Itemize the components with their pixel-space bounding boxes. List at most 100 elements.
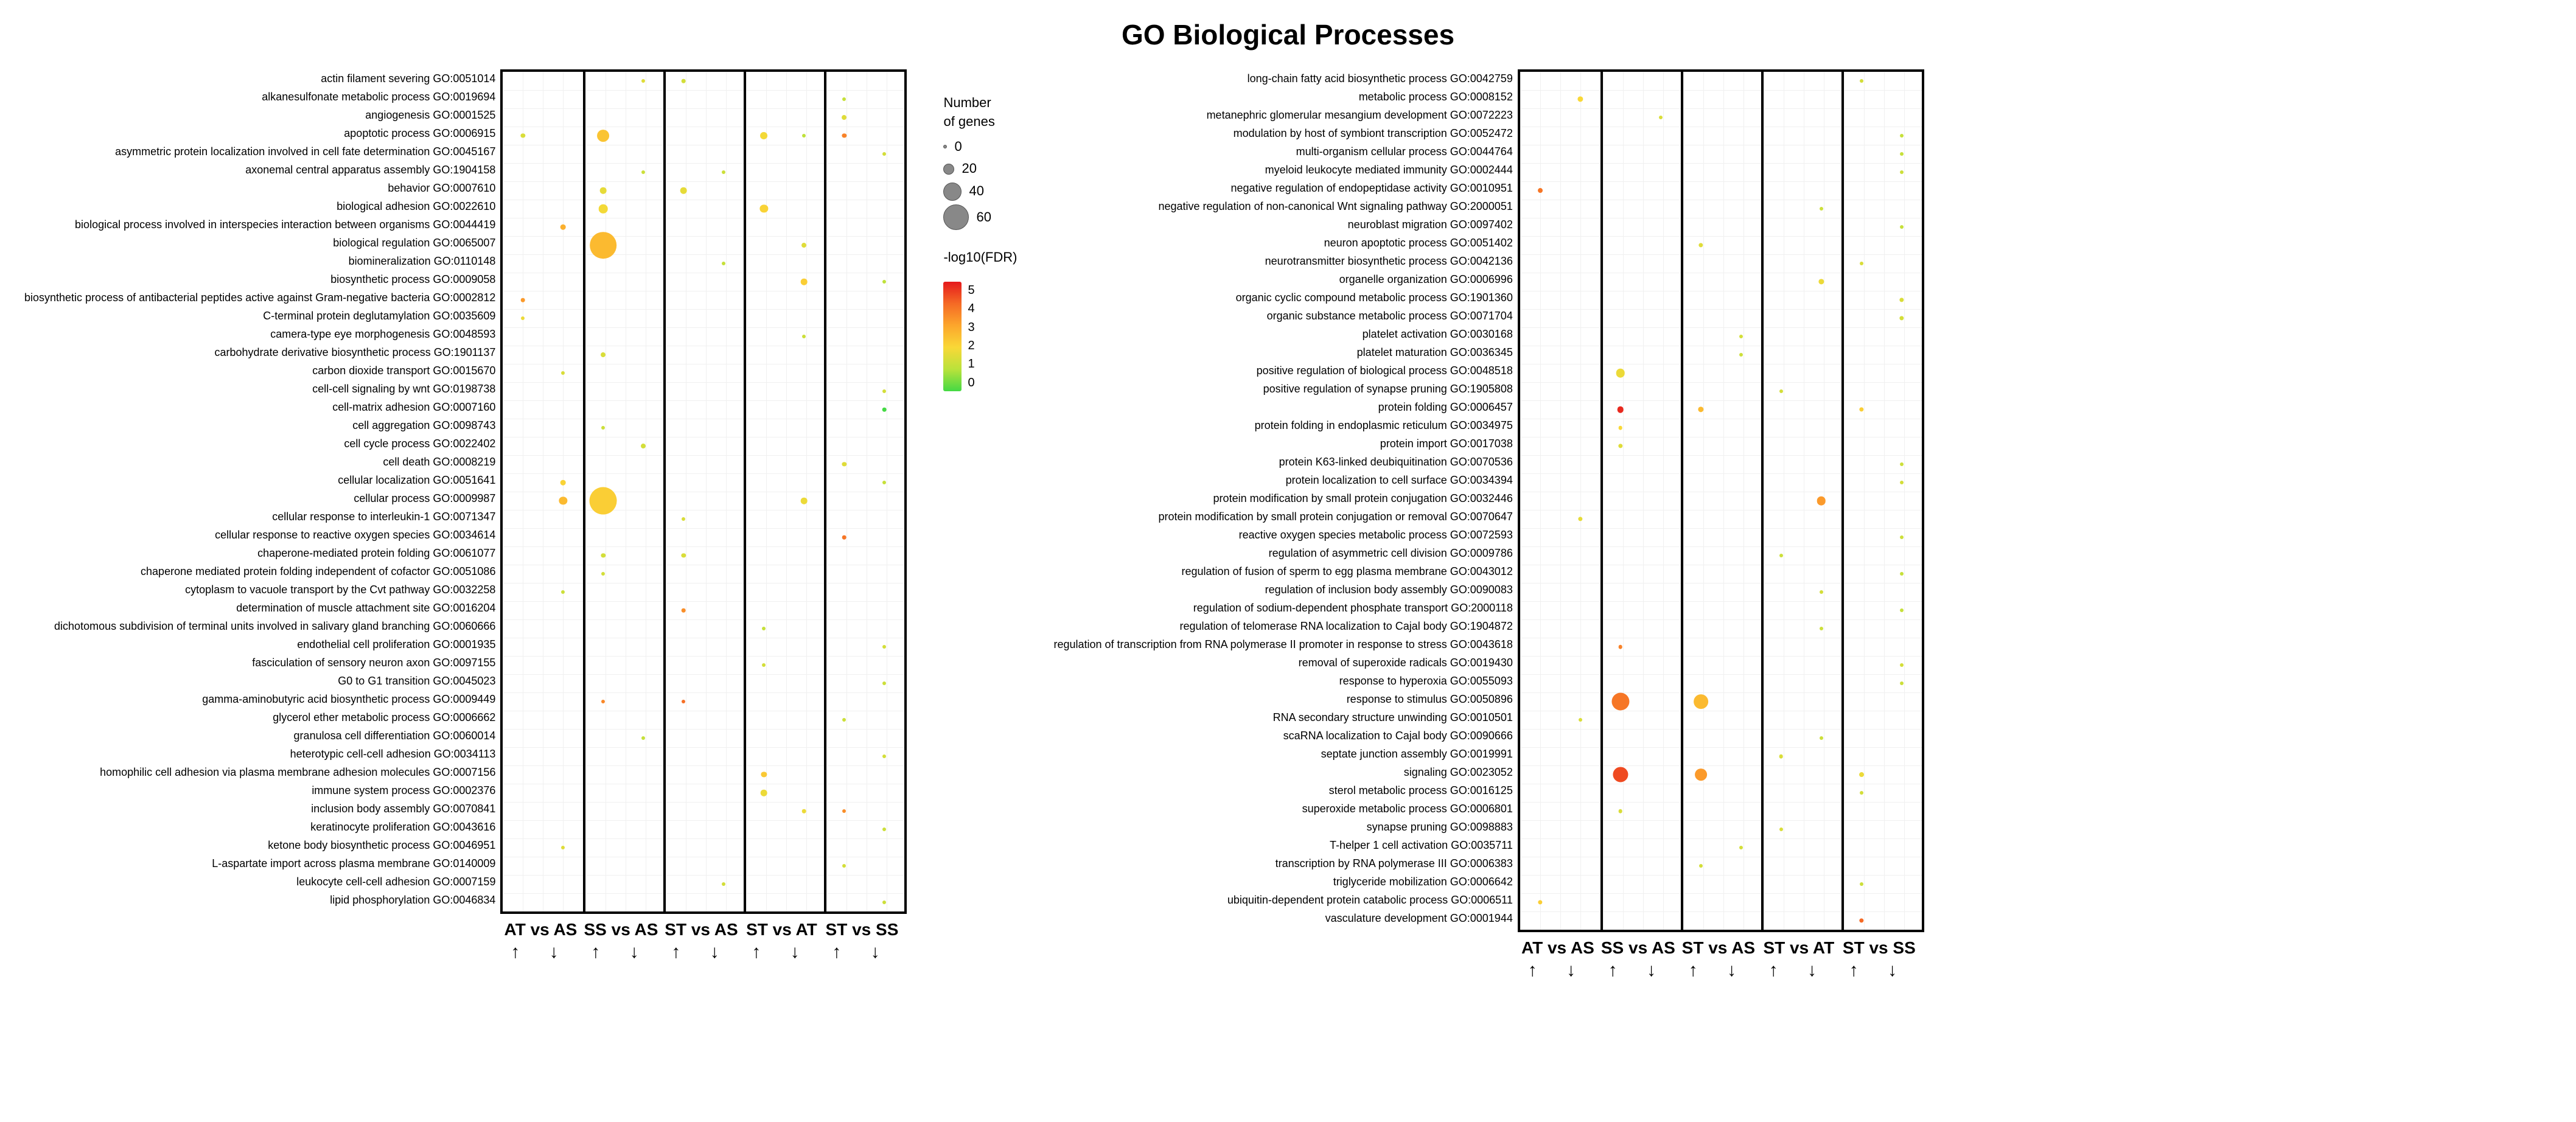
comparison-label: SS vs AS — [1598, 938, 1678, 958]
go-term-label: protein localization to cell surface GO:… — [1286, 471, 1513, 489]
go-term-label: T-helper 1 cell activation GO:0035711 — [1330, 836, 1513, 854]
go-term-label: neurotransmitter biosynthetic process GO… — [1265, 252, 1513, 270]
dot — [601, 352, 606, 357]
size-legend-item: 20 — [943, 159, 1017, 178]
dot — [1611, 692, 1629, 710]
dot — [521, 316, 525, 320]
go-term-label: asymmetric protein localization involved… — [115, 142, 495, 161]
dot — [641, 79, 645, 83]
go-term-label: synapse pruning GO:0098883 — [1367, 818, 1513, 836]
comparison-label: ST vs AS — [1678, 938, 1759, 958]
dot — [801, 243, 806, 248]
go-term-label: regulation of asymmetric cell division G… — [1269, 544, 1513, 562]
go-term-label: scaRNA localization to Cajal body GO:009… — [1283, 727, 1513, 745]
dot — [1619, 645, 1623, 649]
comparison-label: ST vs AT — [1759, 938, 1839, 958]
go-term-label: cellular localization GO:0051641 — [338, 471, 495, 489]
dot — [1817, 497, 1826, 506]
dot — [601, 426, 605, 430]
go-term-label: RNA secondary structure unwinding GO:001… — [1273, 708, 1513, 727]
dot — [682, 79, 686, 83]
dot — [842, 864, 846, 868]
direction-arrows: ↑ ↓ — [1518, 960, 1598, 981]
go-term-label: G0 to G1 transition GO:0045023 — [338, 672, 495, 690]
go-term-label: protein K63-linked deubiquitination GO:0… — [1279, 453, 1513, 471]
go-term-label: granulosa cell differentiation GO:006001… — [294, 727, 496, 745]
direction-arrows: ↑ ↓ — [741, 942, 822, 963]
dot — [682, 608, 686, 613]
dot — [598, 130, 610, 142]
go-term-label: biosynthetic process GO:0009058 — [330, 270, 495, 288]
comparison-label: ST vs AS — [661, 920, 741, 939]
go-term-label: biosynthetic process of antibacterial pe… — [24, 288, 495, 307]
go-term-label: heterotypic cell-cell adhesion GO:003411… — [290, 745, 496, 763]
go-term-label: cell cycle process GO:0022402 — [344, 434, 495, 453]
go-term-label: organic cyclic compound metabolic proces… — [1236, 288, 1513, 307]
dot — [842, 718, 846, 722]
direction-arrows: ↑ ↓ — [581, 942, 661, 963]
dot — [722, 882, 725, 886]
go-term-label: regulation of fusion of sperm to egg pla… — [1182, 562, 1513, 580]
go-term-label: platelet activation GO:0030168 — [1363, 325, 1513, 343]
go-term-label: alkanesulfonate metabolic process GO:001… — [262, 88, 495, 106]
colorbar-tick: 2 — [968, 337, 974, 354]
go-term-label: positive regulation of synapse pruning G… — [1263, 380, 1513, 398]
direction-arrows: ↑ ↓ — [1678, 960, 1759, 981]
size-legend-title: Numberof genes — [943, 94, 1017, 131]
dot — [1860, 791, 1863, 795]
go-term-label: apoptotic process GO:0006915 — [344, 124, 495, 142]
dot — [561, 590, 565, 594]
go-term-label: regulation of transcription from RNA pol… — [1053, 635, 1512, 653]
go-term-label: protein modification by small protein co… — [1159, 507, 1513, 526]
dot — [1900, 663, 1904, 667]
go-term-label: negative regulation of non-canonical Wnt… — [1158, 197, 1512, 215]
dot — [601, 700, 605, 703]
go-term-label: septate junction assembly GO:0019991 — [1321, 745, 1513, 763]
go-term-label: inclusion body assembly GO:0070841 — [311, 800, 495, 818]
dot — [1900, 170, 1904, 174]
colorbar-tick: 4 — [968, 300, 974, 317]
colorbar-tick: 1 — [968, 355, 974, 372]
dot — [1779, 828, 1783, 831]
dot — [561, 371, 565, 375]
dot — [601, 572, 605, 576]
dot — [882, 681, 886, 685]
go-term-label: regulation of telomerase RNA localizatio… — [1180, 617, 1513, 635]
comparison-label: AT vs AS — [500, 920, 581, 939]
dot — [1739, 335, 1743, 338]
dot — [1820, 736, 1823, 740]
go-term-label: actin filament severing GO:0051014 — [321, 69, 495, 88]
go-term-label: immune system process GO:0002376 — [312, 781, 495, 800]
dot — [561, 846, 565, 849]
go-term-label: multi-organism cellular process GO:00447… — [1296, 142, 1513, 161]
dot — [1900, 608, 1904, 612]
dotplot-panel-right: long-chain fatty acid biosynthetic proce… — [1053, 69, 1924, 981]
dot — [882, 389, 886, 393]
dot — [1900, 572, 1904, 576]
go-term-label: metabolic process GO:0008152 — [1359, 88, 1513, 106]
dot — [1739, 846, 1743, 849]
dot — [560, 225, 566, 230]
go-term-label: L-aspartate import across plasma membran… — [212, 854, 495, 873]
go-term-label: response to stimulus GO:0050896 — [1347, 690, 1513, 708]
go-term-label: C-terminal protein deglutamylation GO:00… — [263, 307, 495, 325]
go-term-label: chaperone mediated protein folding indep… — [141, 562, 495, 580]
go-term-label: protein folding in endoplasmic reticulum… — [1255, 416, 1513, 434]
dot — [882, 280, 886, 284]
go-term-label: myeloid leukocyte mediated immunity GO:0… — [1265, 161, 1513, 179]
dot — [1779, 389, 1783, 393]
go-term-label: cytoplasm to vacuole transport by the Cv… — [185, 580, 495, 599]
dot — [882, 408, 887, 412]
go-term-label: cell death GO:0008219 — [383, 453, 495, 471]
dot — [1900, 481, 1904, 484]
go-term-label: axonemal central apparatus assembly GO:1… — [245, 161, 495, 179]
comparison-label: AT vs AS — [1518, 938, 1598, 958]
go-term-label: neuron apoptotic process GO:0051402 — [1324, 234, 1513, 252]
dot — [1860, 262, 1863, 265]
go-term-label: removal of superoxide radicals GO:001943… — [1299, 653, 1513, 672]
dot — [1694, 694, 1708, 709]
go-term-label: biological regulation GO:0065007 — [333, 234, 495, 252]
go-term-label: lipid phosphorylation GO:0046834 — [330, 891, 495, 909]
go-term-label: platelet maturation GO:0036345 — [1357, 343, 1513, 361]
go-term-label: cellular process GO:0009987 — [354, 489, 495, 507]
